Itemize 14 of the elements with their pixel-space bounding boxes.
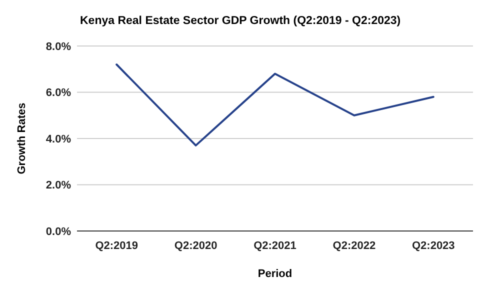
line-series (116, 64, 434, 146)
y-axis-title: Growth Rates (16, 102, 28, 174)
y-tick-label: 0.0% (46, 226, 72, 238)
x-tick-label: Q2:2023 (412, 240, 455, 252)
y-tick-label: 2.0% (46, 180, 72, 192)
x-axis-title: Period (258, 268, 292, 280)
x-tick-label: Q2:2020 (174, 240, 218, 252)
y-tick-label: 8.0% (46, 40, 72, 53)
chart-title: Kenya Real Estate Sector GDP Growth (Q2:2019 - Q2:2023) (80, 15, 401, 27)
x-tick-label: Q2:2021 (254, 240, 296, 252)
x-tick-label: Q2:2022 (332, 240, 376, 252)
y-tick-label: 6.0% (46, 87, 72, 100)
x-tick-label: Q2:2019 (95, 240, 138, 252)
y-tick-label: 4.0% (46, 133, 72, 146)
